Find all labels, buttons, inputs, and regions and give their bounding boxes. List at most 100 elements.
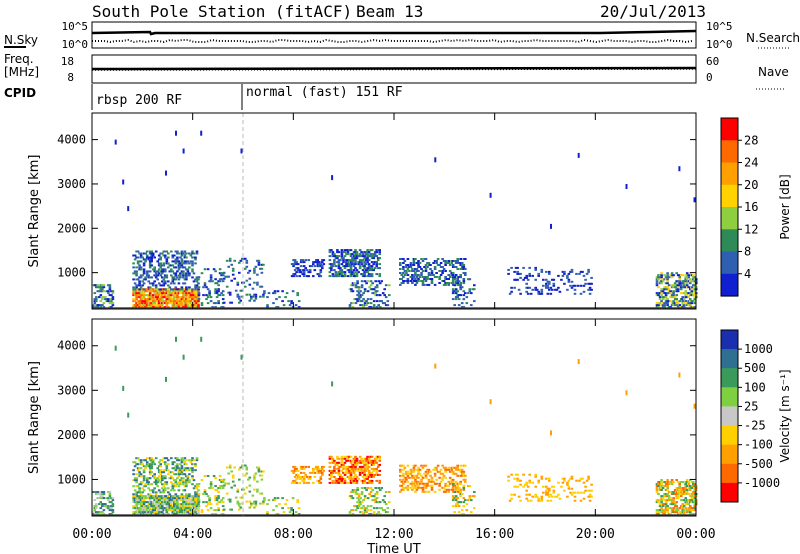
echo-cell xyxy=(144,485,147,488)
echo-cell xyxy=(460,268,464,270)
echo-cell xyxy=(354,271,357,274)
echo-cell xyxy=(321,265,324,268)
echo-cell xyxy=(366,461,369,464)
echo-cell xyxy=(141,296,144,299)
echo-cell xyxy=(185,509,188,512)
echo-cell xyxy=(133,272,137,275)
echo-cell xyxy=(548,489,551,492)
echo-cell xyxy=(545,286,548,289)
echo-cell xyxy=(186,300,190,303)
echo-cell xyxy=(464,464,467,467)
echo-cell xyxy=(420,272,423,274)
echo-cell xyxy=(448,276,452,278)
echo-cell xyxy=(331,273,335,276)
echo-cell xyxy=(186,272,190,275)
echo-cell xyxy=(406,474,410,477)
echo-cell xyxy=(667,306,671,309)
echo-cell xyxy=(99,493,103,495)
echo-cell xyxy=(372,463,375,466)
echo-cell xyxy=(575,272,578,275)
echo-cell xyxy=(558,497,562,500)
echo-cell xyxy=(687,499,690,502)
echo-cell xyxy=(180,457,184,460)
echo-cell xyxy=(145,507,149,510)
echo-cell xyxy=(138,288,141,291)
echo-cell xyxy=(214,489,217,491)
echo-cell xyxy=(453,511,456,514)
echo-cell xyxy=(151,298,155,301)
echo-cell xyxy=(191,505,194,508)
echo-cell xyxy=(690,288,694,291)
echo-cell xyxy=(157,272,161,275)
echo-cell xyxy=(133,282,137,285)
echo-cell xyxy=(457,294,461,297)
echo-cell xyxy=(660,479,663,481)
echo-cell xyxy=(135,272,138,275)
echo-cell xyxy=(92,511,95,514)
echo-cell xyxy=(238,301,241,304)
echo-cell xyxy=(370,267,374,270)
echo-cell xyxy=(185,505,188,508)
echo-cell xyxy=(655,294,659,297)
echo-cell xyxy=(460,493,464,495)
echo-cell xyxy=(426,482,429,485)
echo-cell xyxy=(186,497,190,500)
echo-cell xyxy=(177,290,181,293)
echo-cell xyxy=(669,290,672,293)
echo-cell xyxy=(679,288,683,291)
echo-cell xyxy=(138,489,141,492)
echo-cell xyxy=(514,266,518,269)
echo-cell xyxy=(108,493,112,495)
echo-cell xyxy=(180,471,184,474)
echo-cell xyxy=(147,481,150,484)
echo-cell xyxy=(354,481,357,484)
echo-cell xyxy=(672,507,675,510)
echo-cell xyxy=(171,298,175,301)
echo-cell xyxy=(522,485,525,488)
echo-cell xyxy=(679,491,683,493)
echo-cell xyxy=(573,491,577,494)
echo-cell xyxy=(576,284,580,287)
echo-cell xyxy=(331,381,334,387)
echo-cell xyxy=(186,260,190,263)
echo-cell xyxy=(144,258,147,261)
echo-cell xyxy=(180,493,184,496)
echo-cell xyxy=(141,501,144,504)
echo-cell xyxy=(151,489,155,492)
echo-cell xyxy=(337,481,341,484)
echo-cell xyxy=(132,254,135,257)
echo-cell xyxy=(110,298,113,301)
echo-cell xyxy=(102,290,106,293)
echo-cell xyxy=(195,459,199,462)
echo-cell xyxy=(664,499,668,502)
echo-cell xyxy=(157,497,161,500)
echo-cell xyxy=(687,507,690,510)
echo-cell xyxy=(365,489,368,491)
echo-cell xyxy=(363,507,367,510)
echo-cell xyxy=(337,467,341,470)
echo-cell xyxy=(95,503,98,506)
echo-cell xyxy=(164,483,167,486)
echo-cell xyxy=(451,472,455,475)
echo-cell xyxy=(179,511,182,514)
echo-cell xyxy=(168,292,172,295)
echo-cell xyxy=(359,501,362,504)
echo-cell xyxy=(313,467,317,470)
echo-cell xyxy=(206,503,210,506)
echo-cell xyxy=(459,489,462,491)
echo-cell xyxy=(354,505,358,508)
echo-cell xyxy=(161,294,164,297)
echo-cell xyxy=(168,503,172,506)
echo-cell xyxy=(356,487,359,489)
echo-cell xyxy=(173,501,176,504)
echo-cell xyxy=(402,282,405,284)
echo-cell xyxy=(525,276,528,279)
echo-cell xyxy=(682,306,686,309)
echo-cell xyxy=(667,288,671,291)
echo-cell xyxy=(296,267,300,270)
echo-cell xyxy=(420,258,423,260)
echo-cell xyxy=(343,271,347,274)
echo-cell xyxy=(682,513,686,516)
echo-cell xyxy=(348,265,351,268)
echo-cell xyxy=(369,265,372,268)
